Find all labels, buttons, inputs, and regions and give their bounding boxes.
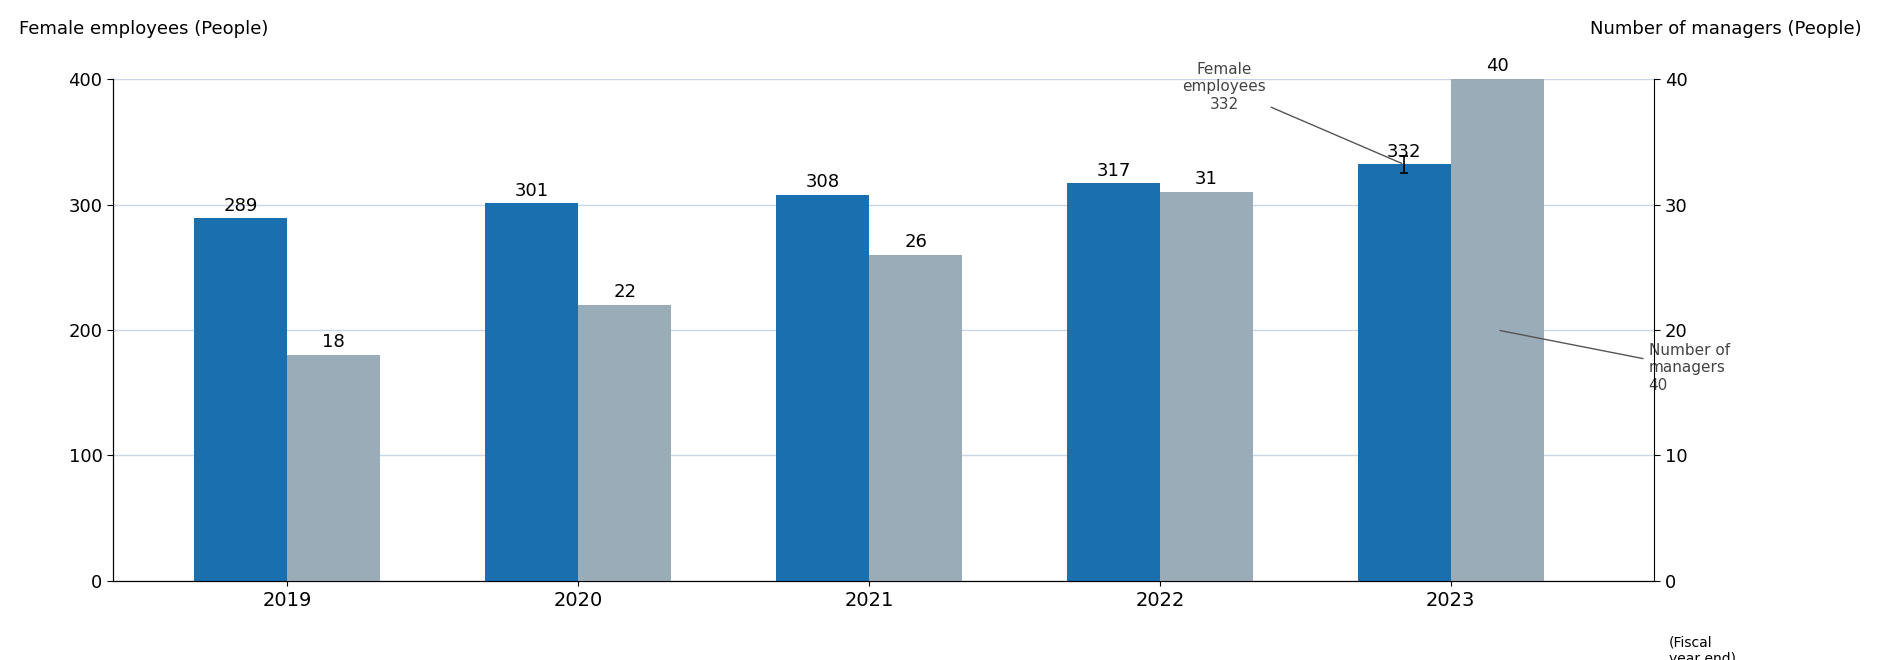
Bar <box>1451 79 1543 581</box>
Text: Female employees (People): Female employees (People) <box>19 20 269 38</box>
Text: Number of
managers
40: Number of managers 40 <box>1500 331 1730 393</box>
Text: 40: 40 <box>1485 57 1510 75</box>
Bar <box>1160 192 1252 581</box>
Bar <box>485 203 579 581</box>
Bar <box>579 305 671 581</box>
Text: 26: 26 <box>904 233 927 251</box>
Text: 31: 31 <box>1196 170 1218 188</box>
Bar <box>194 218 288 581</box>
Bar <box>1066 183 1160 581</box>
Text: 332: 332 <box>1387 143 1421 161</box>
Bar <box>776 195 869 581</box>
Text: 301: 301 <box>515 182 549 199</box>
Text: Number of managers (People): Number of managers (People) <box>1590 20 1861 38</box>
Bar <box>1357 164 1451 581</box>
Bar <box>288 355 380 581</box>
Text: Female
employees
332: Female employees 332 <box>1183 62 1402 164</box>
Text: 18: 18 <box>323 333 346 351</box>
Bar <box>869 255 963 581</box>
Text: 22: 22 <box>613 283 635 301</box>
Text: 308: 308 <box>805 173 840 191</box>
Text: 317: 317 <box>1096 162 1130 180</box>
Text: 289: 289 <box>224 197 258 214</box>
Text: (Fiscal
year end): (Fiscal year end) <box>1669 636 1735 660</box>
